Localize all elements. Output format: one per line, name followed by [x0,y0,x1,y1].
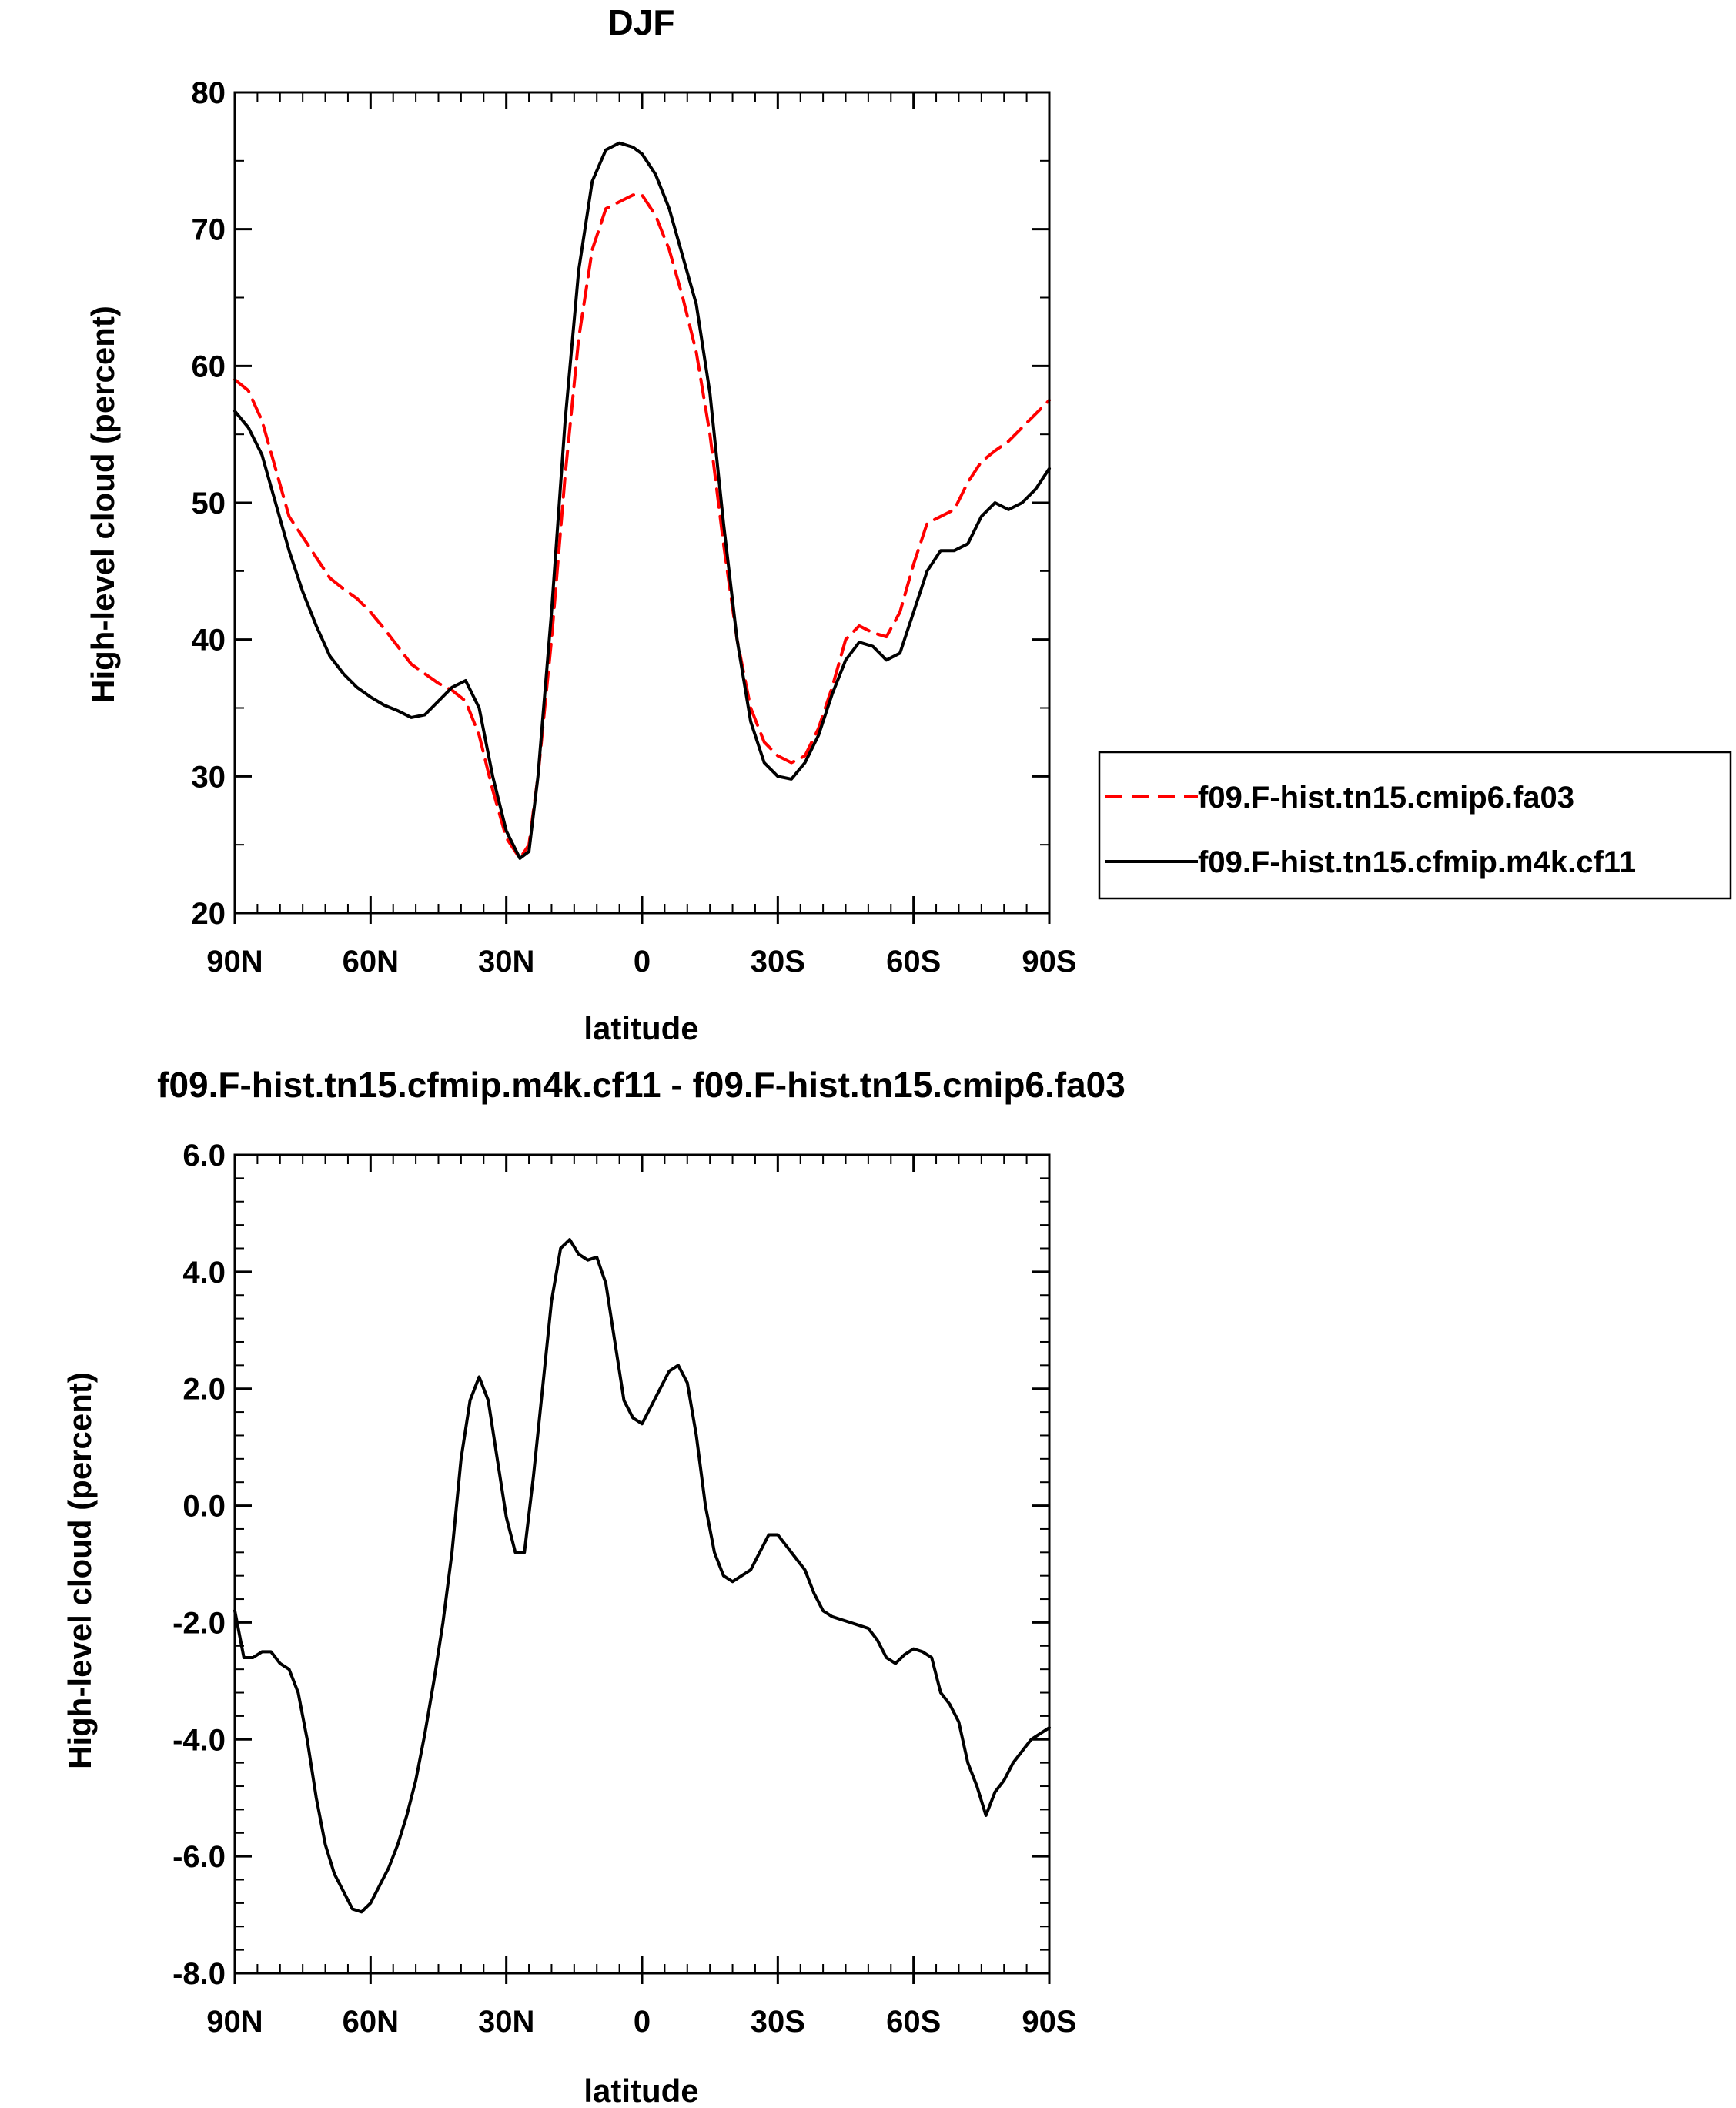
legend: f09.F-hist.tn15.cmip6.fa03 f09.F-hist.tn… [1098,751,1732,900]
top-x-tick-label: 90S [1022,945,1076,979]
bottom-x-tick-label: 30N [478,2005,534,2039]
top-x-tick-label: 30N [478,945,534,979]
top-plot-frame [233,91,1051,915]
bottom-y-tick-label: 2.0 [182,1373,226,1407]
bottom-y-tick-label: 4.0 [182,1256,226,1290]
bottom-x-tick-label: 60N [343,2005,399,2039]
top-x-tick-label: 30S [751,945,805,979]
top-x-tick-label: 90N [206,945,263,979]
bottom-x-tick-label: 90S [1022,2005,1076,2039]
top-y-tick-label: 30 [192,760,226,794]
bottom-y-tick-label: -2.0 [172,1606,226,1640]
top-y-tick-label: 50 [192,487,226,520]
bottom-x-tick-label: 90N [206,2005,263,2039]
bottom-y-tick-label: -8.0 [172,1957,226,1991]
bottom-y-tick-label: -6.0 [172,1840,226,1874]
bottom-y-tick-label: 0.0 [182,1490,226,1524]
top-y-axis-label: High-level cloud (percent) [85,306,121,703]
bottom-y-tick-label: -4.0 [172,1723,226,1757]
bottom-panel: f09.F-hist.tn15.cfmip.m4k.cf11 - f09.F-h… [62,1065,1126,2108]
legend-box [1098,751,1732,900]
top-y-tick-label: 40 [192,624,226,657]
bottom-series-lines [233,1238,1051,1914]
bottom-y-axis-label: High-level cloud (percent) [62,1372,98,1769]
top-series-lines [233,141,1051,860]
legend-label-series-2: f09.F-hist.tn15.cfmip.m4k.cf11 [1198,845,1636,879]
top-x-tick-label: 0 [634,945,651,979]
top-axis-ticks: 20 30 40 50 60 70 80 90N 60N 30N 0 30S 60S 90S [192,76,1077,979]
bottom-axis-ticks: -8.0 -6.0 -4.0 -2.0 0.0 2.0 4.0 6.0 90N 60N 30N 0 30… [172,1139,1077,2039]
top-y-tick-label: 60 [192,350,226,383]
bottom-x-axis-label: latitude [584,2073,698,2108]
bottom-series-line-1 [233,1238,1051,1914]
top-y-tick-label: 20 [192,897,226,931]
top-panel: DJF High-level cloud (percent) latitude … [85,2,1077,1046]
bottom-x-tick-label: 30S [751,2005,805,2039]
bottom-y-tick-label: 6.0 [182,1139,226,1173]
top-series-line-2 [233,141,1051,860]
top-y-tick-label: 70 [192,213,226,247]
top-x-tick-label: 60N [343,945,399,979]
top-x-tick-label: 60S [886,945,941,979]
top-series-line-1 [233,193,1051,860]
bottom-x-tick-label: 0 [634,2005,651,2039]
top-chart-title: DJF [608,2,675,42]
bottom-chart-title: f09.F-hist.tn15.cfmip.m4k.cf11 - f09.F-h… [157,1065,1126,1105]
bottom-plot-frame [233,1153,1051,1975]
top-x-axis-label: latitude [584,1010,698,1046]
bottom-x-tick-label: 60S [886,2005,941,2039]
legend-label-series-1: f09.F-hist.tn15.cmip6.fa03 [1198,781,1574,815]
top-y-tick-label: 80 [192,76,226,110]
